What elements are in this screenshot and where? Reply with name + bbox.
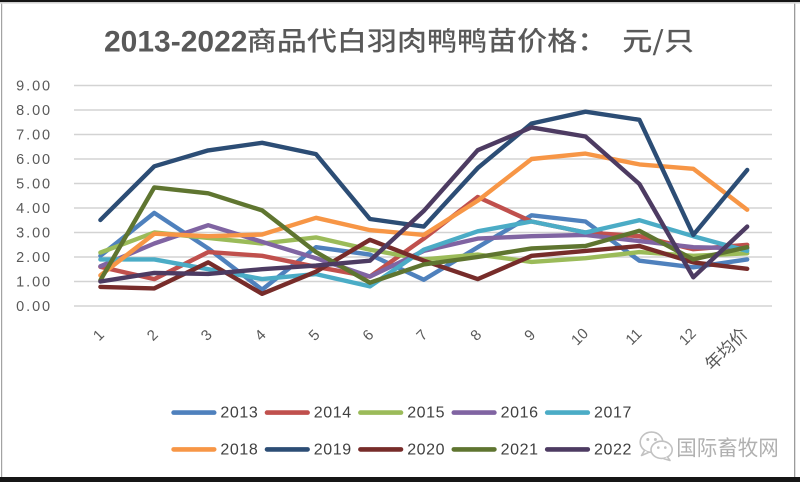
- svg-text:2.00: 2.00: [16, 250, 52, 266]
- svg-text:5.00: 5.00: [16, 176, 52, 192]
- svg-text:3.00: 3.00: [16, 225, 52, 241]
- svg-text:2013-2022: 2013-2022: [104, 26, 247, 59]
- svg-text:2015: 2015: [407, 405, 445, 422]
- svg-text:6.00: 6.00: [16, 152, 52, 168]
- svg-text:9.00: 9.00: [16, 78, 52, 94]
- svg-text:2020: 2020: [407, 441, 445, 458]
- svg-text:0.00: 0.00: [16, 299, 52, 315]
- svg-text:8.00: 8.00: [16, 103, 52, 119]
- svg-text:2022: 2022: [594, 441, 632, 458]
- svg-text:4.00: 4.00: [16, 201, 52, 217]
- svg-text:2016: 2016: [501, 405, 539, 422]
- svg-text:2014: 2014: [314, 405, 352, 422]
- svg-text:2017: 2017: [594, 405, 632, 422]
- svg-text:1.00: 1.00: [16, 274, 52, 290]
- svg-text:2019: 2019: [314, 441, 352, 458]
- svg-text:2021: 2021: [501, 441, 539, 458]
- svg-text:2013: 2013: [220, 405, 258, 422]
- svg-text:7.00: 7.00: [16, 127, 52, 143]
- svg-text:2018: 2018: [220, 441, 258, 458]
